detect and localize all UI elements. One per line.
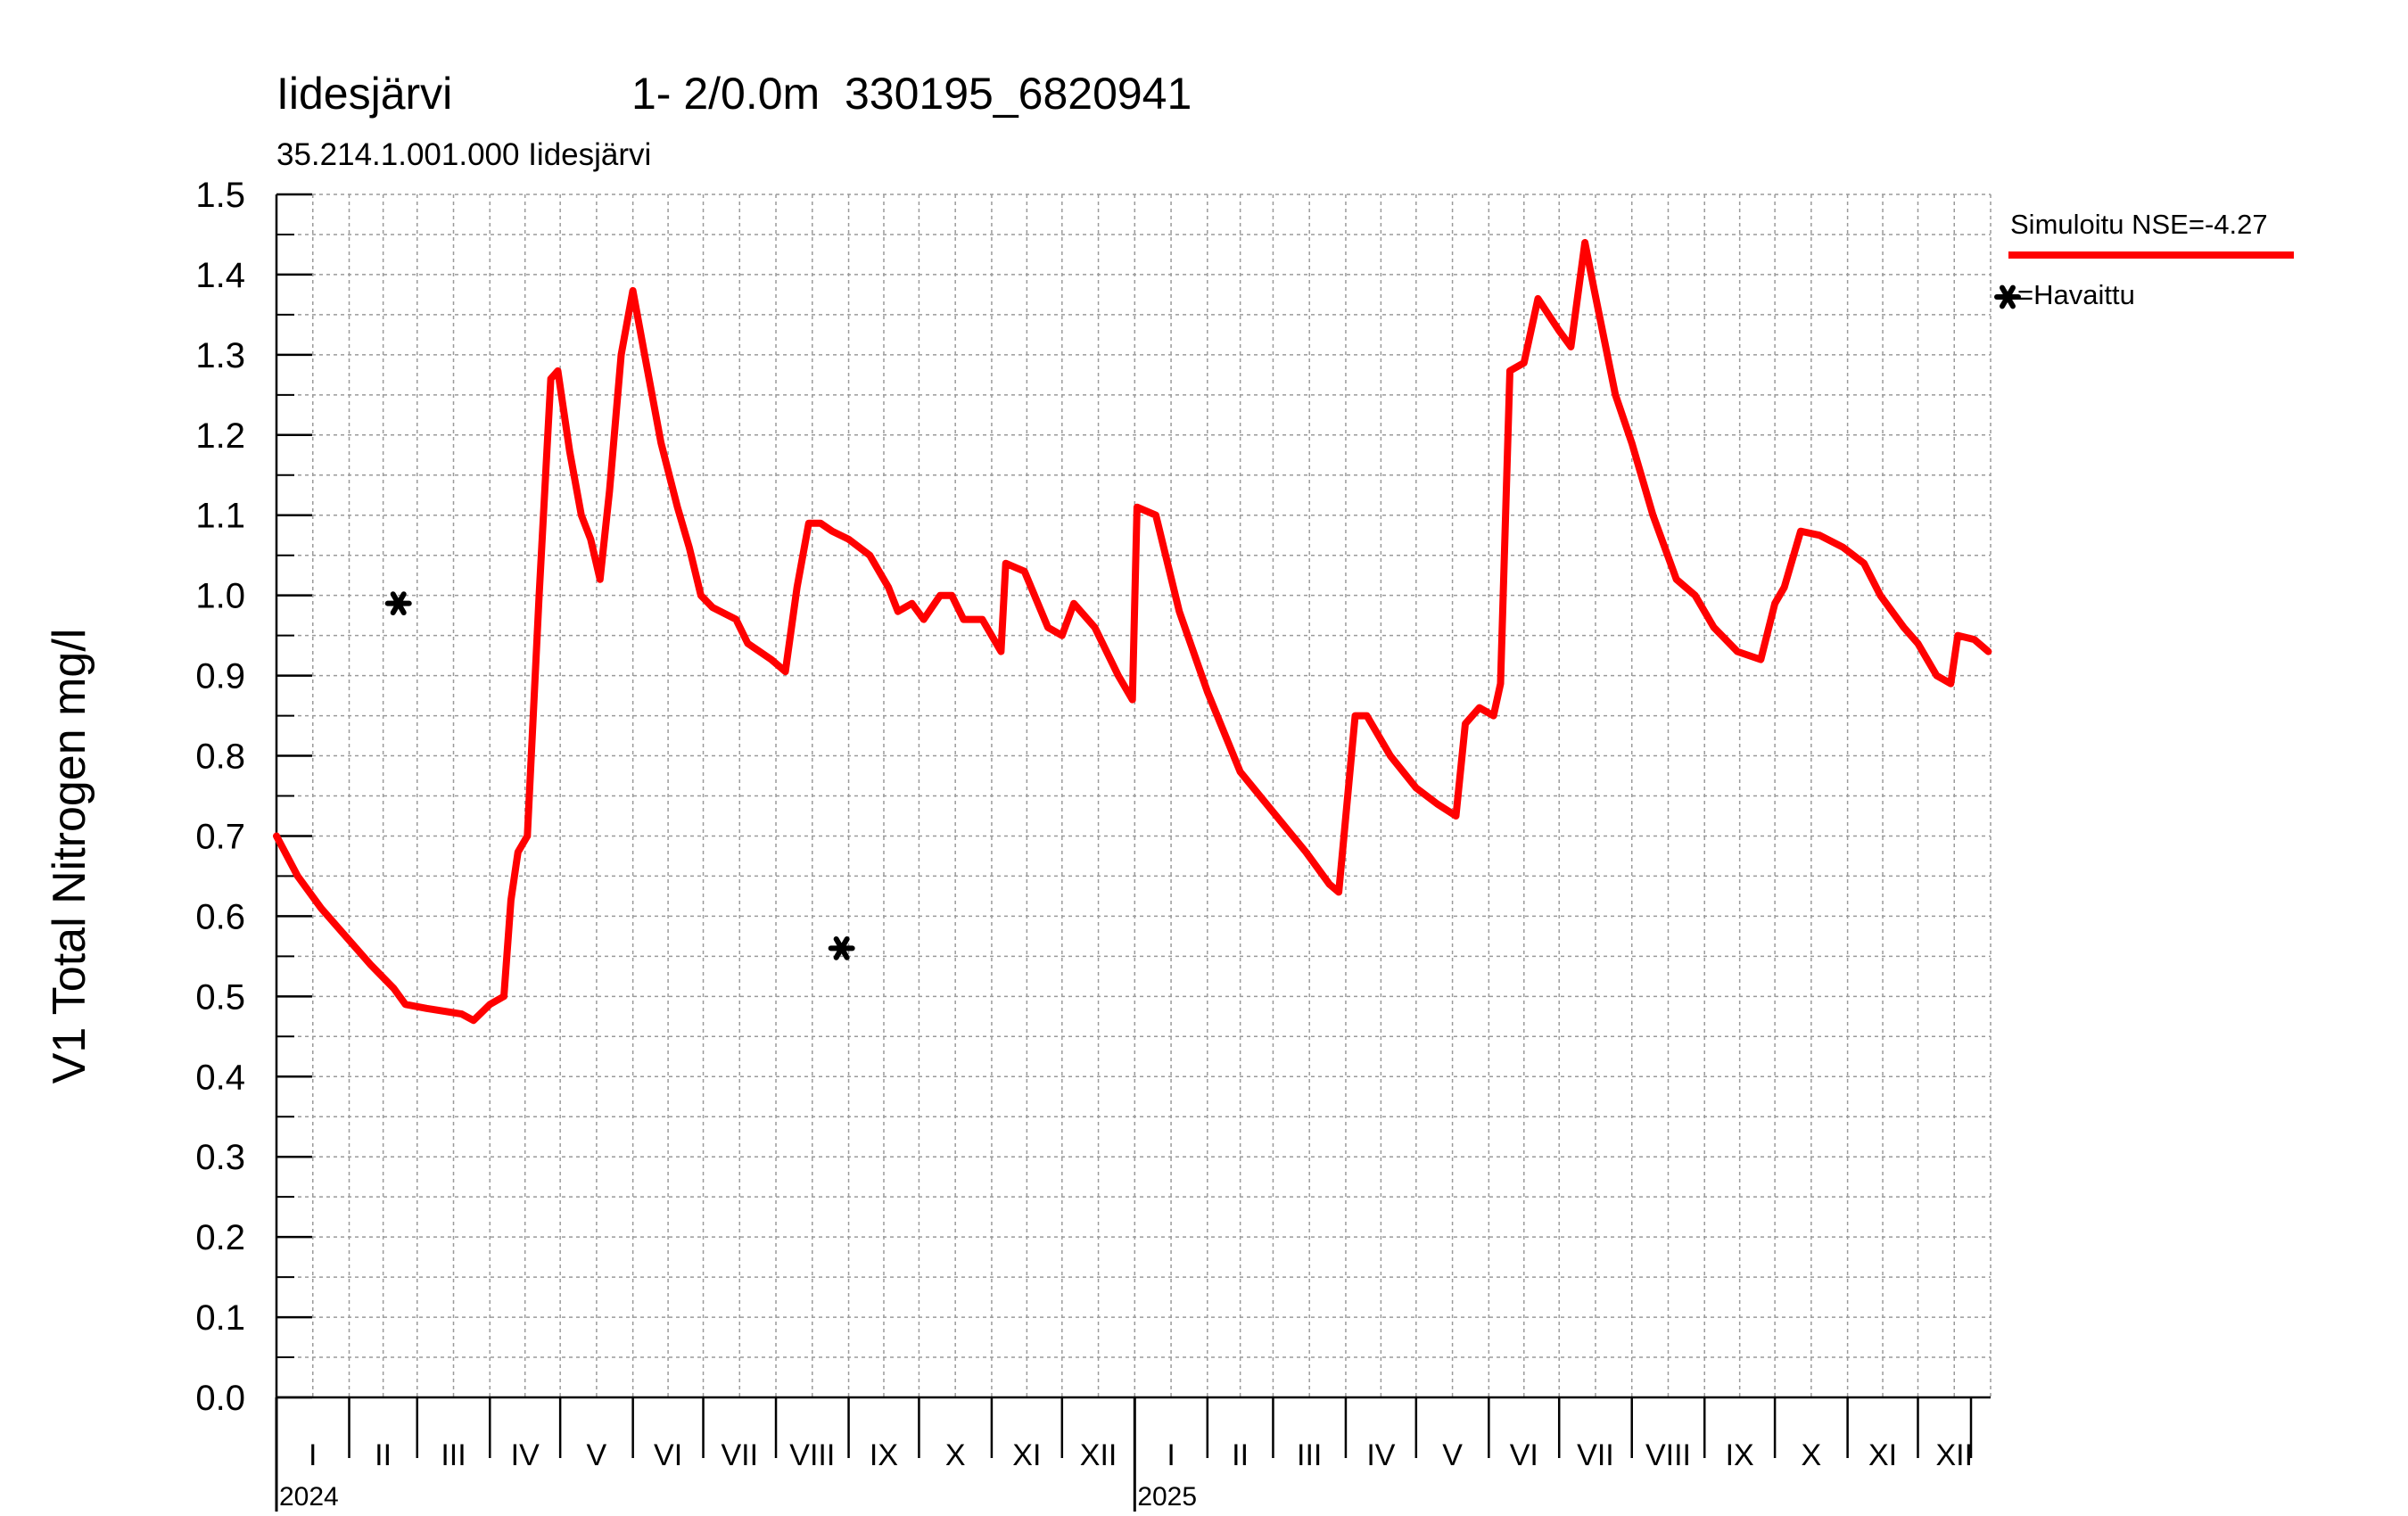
asterisk-stroke: [2000, 284, 2016, 309]
legend-observed-label: =Havaittu: [2017, 279, 2135, 310]
x-month-label: X: [1802, 1438, 1822, 1472]
x-month-label: III: [441, 1438, 466, 1472]
y-tick-label: 1.2: [195, 416, 245, 456]
y-tick-label: 0.7: [195, 817, 245, 856]
x-month-label: VIII: [1645, 1438, 1691, 1472]
x-month-label: I: [1167, 1438, 1175, 1472]
x-month-label: V: [587, 1438, 607, 1472]
x-month-label: IX: [870, 1438, 898, 1472]
x-month-label: I: [309, 1438, 317, 1472]
x-month-label: VII: [721, 1438, 758, 1472]
y-tick-label: 0.8: [195, 737, 245, 777]
y-tick-label: 1.5: [195, 176, 245, 215]
y-tick-label: 0.4: [195, 1058, 245, 1097]
series: [273, 239, 1992, 1025]
x-month-label: VIII: [789, 1438, 835, 1472]
y-tick-label: 1.4: [195, 256, 245, 295]
x-month-label: IV: [1366, 1438, 1395, 1472]
chart-title: Iidesjärvi: [276, 69, 452, 119]
x-month-label: II: [1232, 1438, 1249, 1472]
x-month-label: VI: [654, 1438, 682, 1472]
axes: 0.0 0.1 0.2 0.3 0.4 0.5 0.6 0.7 0.8 0.9 1.0 1.1 1.2 1…: [195, 176, 1991, 1512]
x-year-label: 2024: [279, 1482, 339, 1512]
simulated-series-line: [273, 239, 1992, 1025]
y-tick-label: 0.5: [195, 977, 245, 1017]
y-tick-label: 0.9: [195, 657, 245, 696]
x-month-label: V: [1442, 1438, 1463, 1472]
asterisk-stroke: [833, 935, 850, 960]
x-month-label: VII: [1577, 1438, 1614, 1472]
x-month-label: XII: [1080, 1438, 1117, 1472]
x-month-label: XI: [1868, 1438, 1897, 1472]
chart-title-detail: 1- 2/0.0m 330195_6820941: [631, 69, 1192, 119]
x-month-label: XI: [1012, 1438, 1041, 1472]
y-tick-label: 0.1: [195, 1298, 245, 1338]
observed-point: [828, 935, 855, 960]
x-month-label: III: [1297, 1438, 1322, 1472]
y-tick-label: 0.2: [195, 1218, 245, 1257]
legend-observed-marker: [1994, 284, 2021, 309]
x-month-label: XII: [1935, 1438, 1973, 1472]
y-tick-label: 0.0: [195, 1379, 245, 1418]
y-axis-label: V1 Total Nitrogen mg/l: [44, 629, 95, 1084]
y-tick-label: 0.3: [195, 1138, 245, 1177]
asterisk-stroke: [390, 591, 407, 616]
chart-subtitle: 35.214.1.001.000 Iidesjärvi: [276, 137, 651, 172]
x-month-label: II: [375, 1438, 392, 1472]
y-tick-label: 1.0: [195, 577, 245, 616]
legend-asterisk: [1994, 284, 2021, 309]
y-tick-label: 1.3: [195, 336, 245, 375]
x-month-label: IV: [511, 1438, 540, 1472]
y-tick-label: 1.1: [195, 497, 245, 536]
legend: Simuloitu NSE=-4.27 =Havaittu: [1994, 209, 2294, 310]
y-tick-label: 0.6: [195, 897, 245, 936]
grid: [276, 194, 1992, 1397]
observed-point: [384, 591, 412, 616]
x-month-label: X: [945, 1438, 966, 1472]
x-year-label: 2025: [1137, 1482, 1197, 1512]
x-month-label: VI: [1510, 1438, 1538, 1472]
legend-simulated-label: Simuloitu NSE=-4.27: [2010, 209, 2268, 240]
x-month-label: IX: [1726, 1438, 1754, 1472]
